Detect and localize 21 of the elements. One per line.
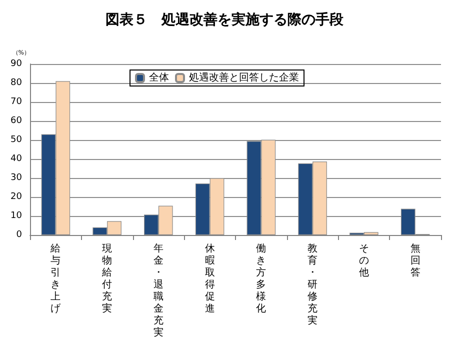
legend-label: 処遇改善と回答した企業 <box>189 72 299 84</box>
x-tick-label: 現物給付充実 <box>101 244 112 314</box>
x-tick-label: 無回答 <box>410 242 420 278</box>
legend-label: 全体 <box>149 72 169 84</box>
x-tick-label: 働き方多様化 <box>256 242 266 314</box>
y-tick-label: 60 <box>10 116 22 126</box>
y-tick-label: 0 <box>16 230 22 240</box>
x-tick-label: その他 <box>358 244 369 278</box>
y-tick-label: 30 <box>10 173 22 183</box>
x-tick-label: 休暇取得促進 <box>204 244 215 314</box>
y-tick-label: 20 <box>10 192 22 202</box>
x-tick-label: 教育・研修充実 <box>308 244 318 326</box>
x-tick-label: 年金・退職金充実 <box>153 242 164 338</box>
y-tick-label: 70 <box>10 97 22 107</box>
y-tick-label: 50 <box>10 135 22 145</box>
chart-title: 図表５ 処遇改善を実施する際の手段 <box>106 11 344 28</box>
y-tick-label: 10 <box>10 211 22 221</box>
y-tick-label: 40 <box>10 154 22 164</box>
y-tick-label: 80 <box>10 78 22 88</box>
x-tick-label: 給与引き上げ <box>50 242 62 314</box>
y-tick-label: 90 <box>10 59 22 69</box>
